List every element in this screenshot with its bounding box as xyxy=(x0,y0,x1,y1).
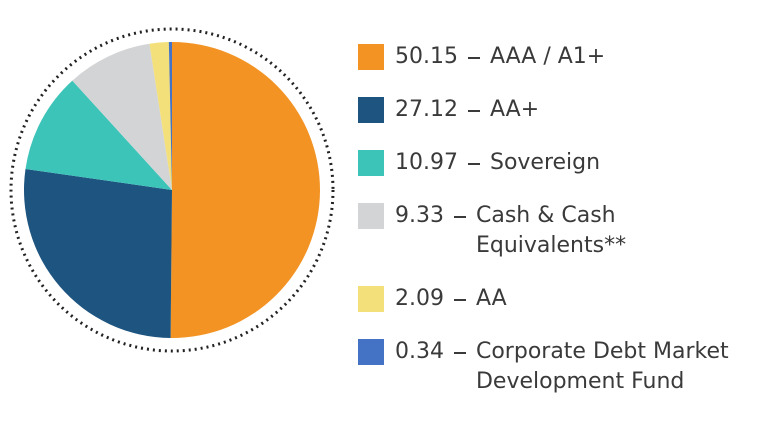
legend-entry: 9.33 Cash & Cash Equivalents** xyxy=(358,201,770,261)
pie-slice xyxy=(168,42,172,190)
legend-swatch xyxy=(358,203,384,229)
pie-slice xyxy=(170,42,320,338)
legend-swatch xyxy=(358,286,384,312)
legend-label: AAA / A1+ xyxy=(489,44,606,69)
pie-slice xyxy=(72,43,172,190)
legend-entry: 0.34 Corporate Debt Market Development Fu… xyxy=(358,337,770,397)
legend-entry: 50.15 AAA / A1+ xyxy=(358,42,770,72)
legend-value: 9.33 xyxy=(395,203,444,228)
separator xyxy=(453,299,466,301)
separator xyxy=(453,216,466,218)
legend-label: AA xyxy=(475,286,507,311)
separator xyxy=(467,110,480,112)
pie-slice xyxy=(25,80,172,190)
separator xyxy=(467,163,480,165)
pie-slice xyxy=(23,168,173,338)
legend-swatch xyxy=(358,339,384,365)
legend-value: 10.97 xyxy=(395,150,458,175)
separator xyxy=(453,352,466,354)
dotted-ring xyxy=(9,27,335,353)
legend-swatch xyxy=(358,97,384,123)
legend-value: 50.15 xyxy=(395,44,458,69)
legend-entry: 27.12 AA+ xyxy=(358,95,770,125)
legend-label: Corporate Debt Market Development Fund xyxy=(475,339,729,394)
legend-value: 0.34 xyxy=(395,339,444,364)
legend-entry: 10.97 Sovereign xyxy=(358,148,770,178)
separator xyxy=(467,57,480,59)
legend-swatch xyxy=(358,150,384,176)
pie-slice xyxy=(149,42,172,191)
legend: 50.15 AAA / A1+ 27.12 AA+ 10.97 Sovereign 9.33… xyxy=(358,42,770,397)
legend-label: Cash & Cash Equivalents** xyxy=(475,203,627,258)
legend-entry: 2.09 AA xyxy=(358,284,770,314)
legend-value: 27.12 xyxy=(395,97,458,122)
legend-value: 2.09 xyxy=(395,286,444,311)
legend-label: AA+ xyxy=(489,97,540,122)
legend-swatch xyxy=(358,44,384,70)
pie-area xyxy=(9,27,335,353)
legend-label: Sovereign xyxy=(489,150,601,175)
